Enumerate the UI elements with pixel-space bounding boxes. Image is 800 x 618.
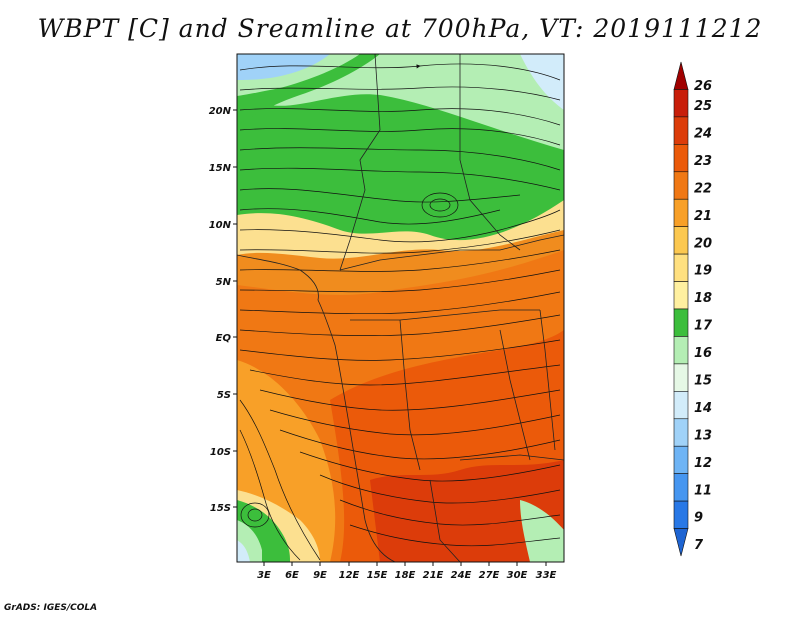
colorbar-label: 22 (694, 181, 712, 196)
colorbar-label: 23 (694, 154, 712, 169)
colorbar-label: 14 (694, 401, 712, 416)
lat-label: 5N (216, 277, 232, 288)
colorbar-label: 24 (694, 126, 712, 141)
chart-title: WBPT [C] and Sreamline at 700hPa, VT: 20… (37, 14, 763, 43)
lat-label: 15S (210, 503, 231, 514)
lon-label: 21E (423, 570, 444, 581)
lon-axis: 3E 6E 9E 12E 15E 18E 21E 24E 27E 30E 33E (257, 562, 557, 581)
colorbar-segment (673, 391, 689, 420)
colorbar-label: 19 (694, 264, 712, 279)
colorbar-segment (673, 528, 689, 557)
colorbar-label: 11 (694, 483, 712, 498)
colorbar-segment (673, 363, 689, 392)
streamlines (239, 63, 561, 561)
colorbar-segment (673, 61, 689, 90)
colorbar: 26 25 24 23 22 21 20 19 18 17 16 15 14 13 12 11 9 7 (673, 61, 713, 557)
colorbar-segment (673, 253, 689, 282)
lat-axis: 20N 15N 10N 5N EQ 5S 10S 15S (209, 106, 237, 514)
lon-label: 6E (285, 570, 299, 581)
lon-label: 9E (313, 570, 327, 581)
colorbar-segment (673, 116, 689, 145)
lat-label: EQ (216, 333, 232, 344)
colorbar-label: 25 (694, 99, 712, 114)
colorbar-segment (673, 336, 689, 365)
colorbar-segment (673, 445, 689, 474)
colorbar-segment (673, 226, 689, 255)
colorbar-label: 13 (694, 428, 712, 443)
colorbar-label: 7 (694, 538, 704, 553)
lat-label: 10N (209, 220, 232, 231)
lon-label: 27E (479, 570, 500, 581)
lon-label: 33E (536, 570, 557, 581)
colorbar-label: 26 (694, 79, 712, 94)
colorbar-segment (673, 89, 689, 118)
lon-label: 30E (507, 570, 528, 581)
colorbar-label: 17 (694, 319, 713, 334)
wbpt-shading (237, 54, 564, 562)
colorbar-label: 12 (694, 456, 712, 471)
colorbar-segment (673, 144, 689, 173)
colorbar-segment (673, 308, 689, 337)
map-frame (236, 53, 565, 563)
colorbar-segment (673, 281, 689, 310)
colorbar-label: 9 (694, 511, 703, 526)
colorbar-segment (673, 418, 689, 447)
lon-label: 24E (451, 570, 472, 581)
colorbar-segment (673, 473, 689, 502)
colorbar-segment (673, 171, 689, 200)
colorbar-label: 18 (694, 291, 712, 306)
colorbar-label: 20 (694, 236, 712, 251)
country-borders (237, 54, 564, 562)
lon-label: 12E (339, 570, 360, 581)
lat-label: 5S (217, 390, 231, 401)
colorbar-segment (673, 198, 689, 227)
lon-label: 18E (395, 570, 416, 581)
lat-label: 15N (209, 163, 232, 174)
colorbar-label: 15 (694, 373, 712, 388)
colorbar-label: 21 (694, 209, 712, 224)
colorbar-label: 16 (694, 346, 712, 361)
lon-label: 15E (367, 570, 388, 581)
lon-label: 3E (257, 570, 271, 581)
lat-label: 10S (210, 447, 231, 458)
credit-text: GrADS: IGES/COLA (4, 603, 98, 613)
lat-label: 20N (209, 106, 232, 117)
colorbar-segment (673, 500, 689, 529)
